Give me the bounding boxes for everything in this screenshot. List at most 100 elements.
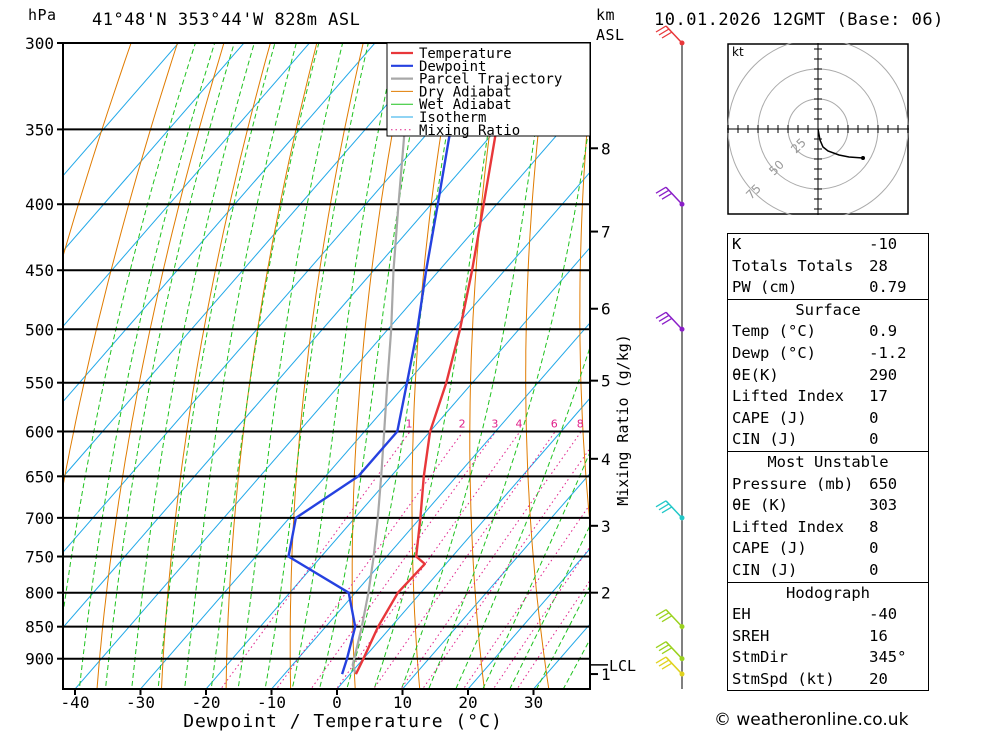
dry-adiabat-line — [632, 43, 679, 695]
index-row: Totals Totals 28 — [728, 256, 928, 278]
index-label: Totals Totals — [732, 256, 854, 275]
datetime-title: 10.01.2026 12GMT (Base: 06) — [654, 10, 944, 30]
index-label: CIN (J) — [732, 430, 798, 449]
dry-adiabat-line — [351, 43, 411, 689]
isotherm-line — [467, 548, 590, 689]
mixing-ratio-line — [516, 579, 590, 689]
index-label: CAPE (J) — [732, 539, 807, 558]
km-tick-label: 7 — [601, 223, 611, 242]
index-row: StmSpd (kt) 20 — [728, 669, 928, 691]
lcl-label: LCL — [609, 657, 636, 675]
temperature-line — [354, 43, 527, 675]
index-label: Temp (°C) — [732, 322, 816, 341]
legend-label: Mixing Ratio — [419, 123, 520, 139]
index-row: Dewp (°C) -1.2 — [728, 343, 928, 365]
index-value: -10 — [869, 235, 898, 253]
wet-adiabat-line — [455, 345, 590, 689]
mixing-ratio-label: 10 — [594, 417, 608, 430]
index-value: 17 — [869, 387, 888, 406]
km-tick-label: 4 — [601, 450, 611, 469]
index-row: PW (cm) 0.79 — [728, 277, 928, 299]
pressure-tick-label: 600 — [25, 422, 54, 441]
pressure-tick-label: 850 — [25, 618, 54, 637]
dry-adiabat-line — [160, 43, 271, 689]
wet-adiabat-line — [63, 43, 196, 618]
wet-adiabat-line — [428, 118, 590, 689]
pressure-tick-label: 350 — [25, 120, 54, 139]
mixing-ratio-label: 6 — [551, 417, 558, 430]
index-value: 8 — [869, 517, 879, 536]
index-value: 0 — [869, 539, 879, 558]
wind-barb — [655, 609, 685, 630]
most-unstable-heading: Most Unstable — [767, 452, 889, 471]
x-axis-label: Dewpoint / Temperature (°C) — [183, 711, 503, 732]
legend-box — [386, 42, 591, 137]
index-label: SREH — [732, 626, 770, 645]
dry-adiabat-line — [63, 43, 132, 259]
dry-adiabat-line — [967, 43, 1000, 695]
index-value: 0.9 — [869, 322, 898, 341]
isotherm-line — [336, 397, 590, 689]
index-value: 28 — [869, 256, 888, 275]
wet-adiabat-line — [210, 43, 320, 689]
mixing-ratio-label: 25 — [683, 417, 697, 430]
legend-label: Parcel Trajectory — [419, 72, 562, 88]
index-label: CIN (J) — [732, 560, 798, 579]
index-label: StmDir — [732, 648, 788, 667]
index-row: CIN (J) 0 — [728, 560, 928, 582]
dry-adiabat-line — [63, 43, 178, 489]
index-label: PW (cm) — [732, 278, 798, 297]
mixing-ratio-line — [310, 431, 497, 689]
wet-adiabat-line — [237, 43, 344, 689]
wet-adiabat-line — [291, 43, 397, 689]
temperature-tick-label: -40 — [61, 693, 90, 712]
isotherm-line — [63, 43, 442, 478]
pressure-tick-label: 300 — [25, 34, 54, 53]
hodograph-section: Hodograph EH -40 SREH 16 StmDir 345° StmSpd (k… — [728, 581, 928, 691]
isotherm-line — [139, 171, 590, 689]
surface-heading: Surface — [795, 300, 861, 319]
index-value: 650 — [869, 474, 898, 493]
km-tick-label: 6 — [601, 300, 611, 319]
km-tick-label: 3 — [601, 517, 611, 536]
most-unstable-section: Most Unstable Pressure (mb) 650 θE (K) 303 L… — [728, 450, 928, 582]
parcel-trajectory-line — [351, 79, 411, 675]
index-value: 16 — [869, 626, 888, 645]
km-tick-label: 2 — [601, 584, 611, 603]
pressure-tick-label: 650 — [25, 467, 54, 486]
index-label: K — [732, 235, 742, 253]
dry-adiabat-line — [920, 43, 1000, 695]
index-row: StmDir 345° — [728, 647, 928, 669]
wet-adiabat-line — [78, 43, 216, 689]
wind-barb — [655, 500, 685, 521]
km-tick-label: 8 — [601, 139, 611, 158]
indices-top-section: K -10 Totals Totals 28 PW (cm) 0.79 — [728, 234, 928, 299]
isotherm-line — [63, 43, 180, 177]
km-tick-label: 1 — [601, 665, 611, 684]
legend-label: Dewpoint — [419, 59, 486, 75]
index-value: 20 — [869, 669, 888, 688]
index-value: 290 — [869, 365, 898, 384]
wind-barb — [655, 641, 685, 662]
pressure-tick-label: 900 — [25, 650, 54, 669]
dewpoint-line — [287, 43, 481, 675]
legend-label: Temperature — [419, 46, 512, 62]
index-row: EH -40 — [728, 604, 928, 626]
temperature-tick-label: 0 — [332, 693, 342, 712]
index-row: Lifted Index 17 — [728, 386, 928, 408]
wet-adiabat-line — [104, 43, 235, 689]
index-row: Temp (°C) 0.9 — [728, 321, 928, 343]
mixing-ratio-line — [335, 431, 521, 689]
index-label: Dewp (°C) — [732, 343, 816, 362]
wet-adiabat-line — [346, 43, 463, 689]
legend-label: Isotherm — [419, 110, 486, 126]
index-row: CAPE (J) 0 — [728, 538, 928, 560]
index-row: Pressure (mb) 650 — [728, 474, 928, 496]
index-label: Lifted Index — [732, 387, 844, 406]
index-row: CIN (J) 0 — [728, 429, 928, 451]
asl-unit-label: ASL — [596, 26, 625, 44]
index-row: CAPE (J) 0 — [728, 408, 928, 430]
wind-barb — [655, 311, 685, 332]
km-unit-label: km — [596, 6, 616, 24]
